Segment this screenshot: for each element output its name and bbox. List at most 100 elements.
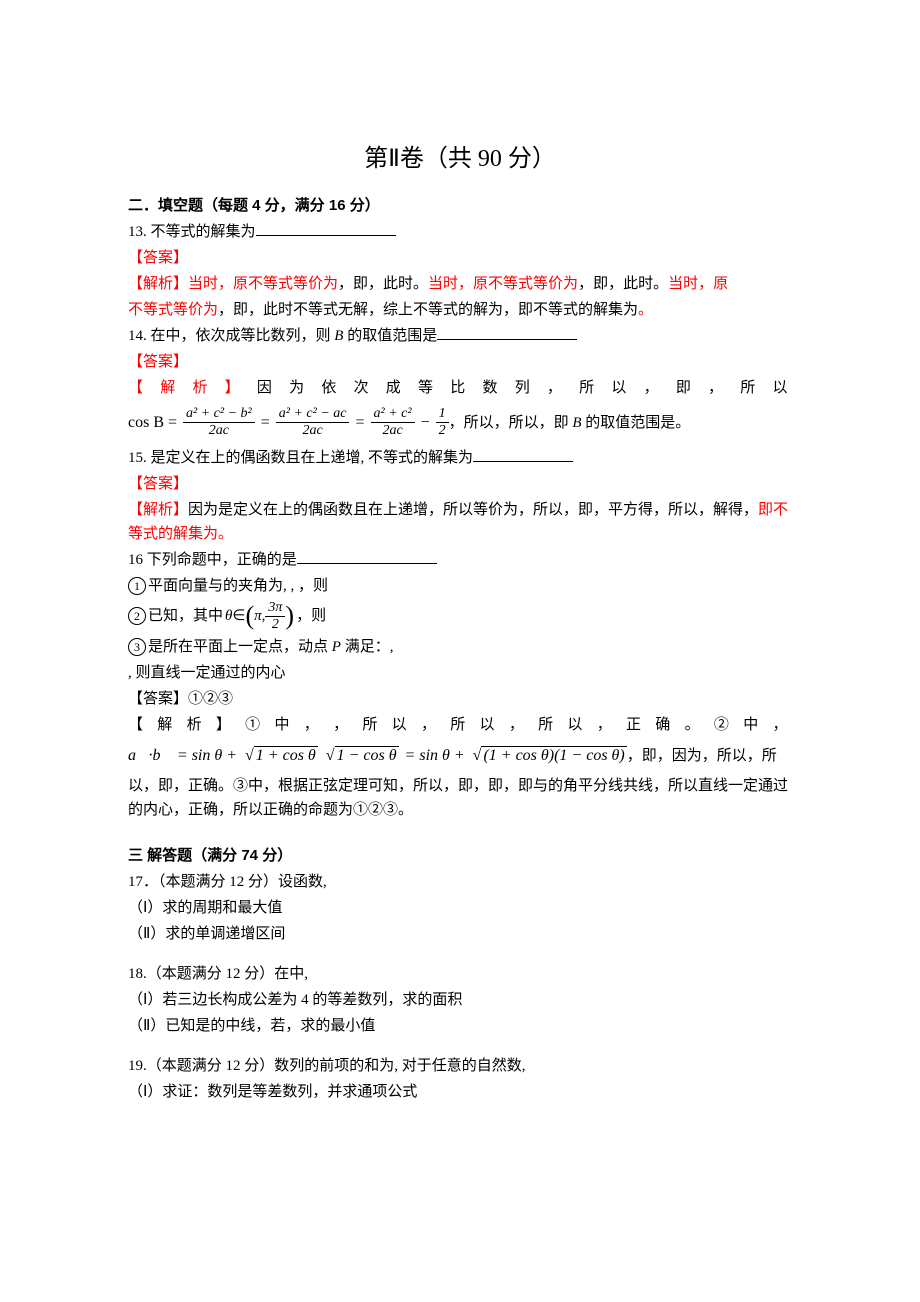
num: a² + c² − ac (276, 406, 350, 423)
num: 3π (265, 600, 285, 617)
q14-tail: ，所以，所以，即 B 的取值范围是。 (449, 411, 691, 435)
den: 2 (436, 423, 449, 439)
mid: = sin θ + (405, 743, 465, 769)
rad: 1 + cos θ (254, 746, 318, 764)
txt: 16 下列命题中，正确的是 (128, 552, 297, 568)
circled-1: 1 (128, 577, 146, 595)
q16-analysis-1: 【 解 析 】 ① 中 ， ， 所 以 ， 所 以 ， 所 以 ， 正 确 。 … (128, 713, 792, 737)
txt: 平面向量与的夹角为, , ，则 (148, 578, 328, 594)
lo: π (254, 604, 262, 628)
q14-answer-label: 【答案】 (128, 350, 792, 374)
q17-l1: 17．（本题满分 12 分）设函数, (128, 870, 792, 894)
var-B: B (572, 415, 581, 431)
q15-analysis: 【解析】因为是定义在上的偶函数且在上递增，所以等价为，所以，即，平方得，所以，解… (128, 498, 792, 546)
txt: 不等式等价为 (128, 302, 218, 318)
txt: 15. 是定义在上的偶函数且在上递增, 不等式的解集为 (128, 450, 473, 466)
eq: = (261, 410, 270, 436)
txt: 【 解 析 】 (128, 380, 246, 396)
txt: 的取值范围是 (343, 328, 437, 344)
txt: 因为是定义在上的偶函数且在上递增，所以等价为，所以，即，平方得，所以，解得， (188, 502, 758, 518)
txt: 的取值范围是。 (582, 415, 691, 431)
sqrt1: 1 + cos θ (243, 743, 318, 769)
lparen: ( (245, 603, 254, 629)
q18-l1: 18.（本题满分 12 分）在中, (128, 962, 792, 986)
q15-answer-label: 【答案】 (128, 472, 792, 496)
num: 1 (436, 406, 449, 423)
q14-stem: 14. 在中，依次成等比数列，则 B 的取值范围是 (128, 324, 792, 348)
q19-l2: （Ⅰ）求证：数列是等差数列，并求通项公式 (128, 1080, 792, 1104)
sqrt2: 1 − cos θ (324, 743, 399, 769)
txt: 。 (638, 302, 653, 318)
theta: θ (225, 604, 232, 628)
q13-analysis-2: 不等式等价为，即，此时不等式无解，综上不等式的解为，即不等式的解集为。 (128, 298, 792, 322)
txt: 是所在平面上一定点，动点 (148, 639, 332, 655)
circled-3: 3 (128, 638, 146, 656)
q16-formula-row: a⃗·b⃗ = sin θ + 1 + cos θ 1 − cos θ = si… (128, 743, 792, 769)
txt: ，即，此时。 (578, 276, 668, 292)
den: 2ac (206, 423, 232, 439)
txt: 14. 在中，依次成等比数列，则 (128, 328, 334, 344)
var-P: P (332, 639, 341, 655)
in: ∈ (232, 604, 245, 628)
q16-stem: 16 下列命题中，正确的是 (128, 548, 792, 572)
q13-analysis-1: 【解析】当时，原不等式等价为，即，此时。当时，原不等式等价为，即，此时。当时，原 (128, 272, 792, 296)
txt: ，即，此时不等式无解，综上不等式的解为，即不等式的解集为 (218, 302, 638, 318)
q16-opt3-l1: 3是所在平面上一定点，动点 P 满足：, (128, 635, 792, 659)
txt: ，所以，所以，即 (449, 415, 573, 431)
q14-formula-row: cos B = a² + c² − b²2ac = a² + c² − ac2a… (128, 406, 792, 439)
q18-l3: （Ⅱ）已知是的中线，若，求的最小值 (128, 1014, 792, 1038)
section-2-header: 二．填空题（每题 4 分，满分 16 分） (128, 194, 792, 218)
theta-range: θ∈(π,3π2) (225, 600, 294, 633)
frac4: 12 (436, 406, 449, 439)
blank (297, 549, 437, 564)
q13-stem: 13. 不等式的解集为 (128, 220, 792, 244)
q13-anal-label: 【解析】 (128, 276, 188, 292)
txt: 【解析】 (128, 502, 188, 518)
q16-opt2: 2已知，其中 θ∈(π,3π2) ，则 (128, 600, 792, 633)
txt: 已知，其中 (148, 604, 223, 628)
q17-l2: （Ⅰ）求的周期和最大值 (128, 896, 792, 920)
den: 2ac (379, 423, 405, 439)
sqrt3: (1 + cos θ)(1 − cos θ) (471, 743, 627, 769)
circled-2: 2 (128, 607, 146, 625)
rad: (1 + cos θ)(1 − cos θ) (481, 746, 626, 764)
q13-answer-label: 【答案】 (128, 246, 792, 270)
frac1: a² + c² − b²2ac (183, 406, 255, 439)
den: 2 (269, 617, 282, 633)
cosB-formula: cos B = a² + c² − b²2ac = a² + c² − ac2a… (128, 406, 449, 439)
txt: ，则 (296, 604, 326, 628)
q14-analysis-1: 【 解 析 】 因 为 依 次 成 等 比 数 列 ， 所 以 ， 即 ， 所 … (128, 376, 792, 400)
q16-analysis-3: 以，即，正确。③中，根据正弦定理可知，所以，即，即，即与的角平分线共线，所以直线… (128, 774, 792, 822)
txt: 当时，原不等式等价为 (428, 276, 578, 292)
blank (256, 221, 396, 236)
txt: 当时，原 (668, 276, 728, 292)
q16-opt3-l2: , 则直线一定通过的内心 (128, 661, 792, 685)
lhs: cos B = (128, 410, 177, 436)
blank (473, 447, 573, 462)
minus: − (421, 410, 430, 436)
ab-formula: a⃗·b⃗ = sin θ + 1 + cos θ 1 − cos θ = si… (128, 743, 627, 769)
rparen: ) (285, 603, 294, 629)
q16-anal-tail1: ，即，因为，所以，所 (627, 744, 777, 768)
q16-opt1: 1平面向量与的夹角为, , ，则 (128, 574, 792, 598)
blank (437, 325, 577, 340)
lhs: a⃗·b⃗ = sin θ + (128, 743, 237, 769)
txt: 满足：, (341, 639, 394, 655)
hi-frac: 3π2 (265, 600, 285, 633)
txt: ，即，此时。 (338, 276, 428, 292)
frac2: a² + c² − ac2ac (276, 406, 350, 439)
q19-l1: 19.（本题满分 12 分）数列的前项的和为, 对于任意的自然数, (128, 1054, 792, 1078)
part-title: 第Ⅱ卷（共 90 分） (128, 140, 792, 178)
section-3-header: 三 解答题（满分 74 分） (128, 844, 792, 868)
num: a² + c² − b² (183, 406, 255, 423)
frac3: a² + c²2ac (371, 406, 415, 439)
rad: 1 − cos θ (335, 746, 399, 764)
eq: = (355, 410, 364, 436)
q17-l3: （Ⅱ）求的单调递增区间 (128, 922, 792, 946)
num: a² + c² (371, 406, 415, 423)
q15-stem: 15. 是定义在上的偶函数且在上递增, 不等式的解集为 (128, 446, 792, 470)
den: 2ac (300, 423, 326, 439)
txt: 因 为 依 次 成 等 比 数 列 ， 所 以 ， 即 ， 所 以 (246, 380, 792, 396)
q18-l2: （Ⅰ）若三边长构成公差为 4 的等差数列，求的面积 (128, 988, 792, 1012)
txt: 当时，原不等式等价为 (188, 276, 338, 292)
